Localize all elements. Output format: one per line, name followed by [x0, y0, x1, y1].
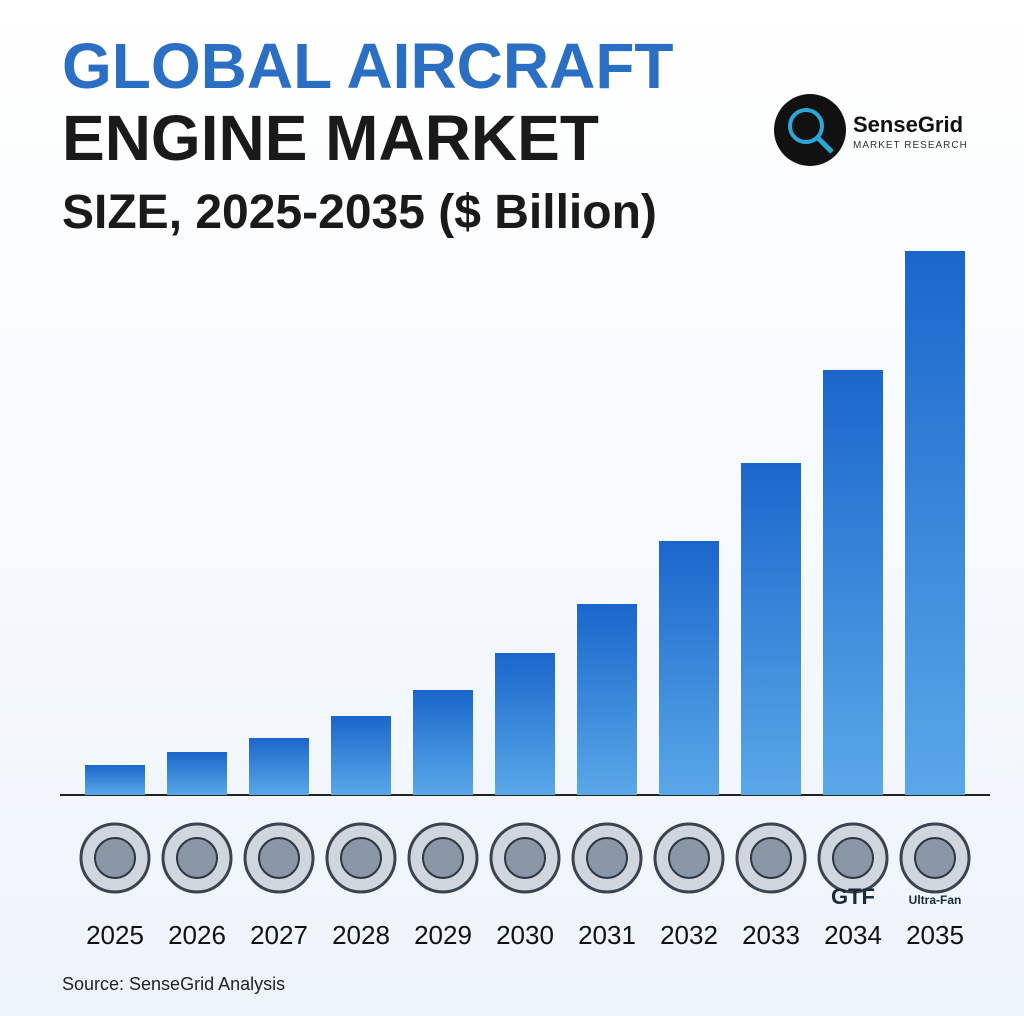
x-tick-label: 2031 [578, 920, 636, 950]
engine-fan [914, 837, 956, 879]
logo-gear [788, 108, 824, 144]
icon-label: GTF [831, 884, 875, 909]
bar [577, 604, 637, 795]
x-tick-label: 2027 [250, 920, 308, 950]
engine-fan [258, 837, 300, 879]
x-tick-label: 2030 [496, 920, 554, 950]
engine-fan [340, 837, 382, 879]
bar [249, 738, 309, 795]
engine-fan [422, 837, 464, 879]
engine-fan [668, 837, 710, 879]
x-tick-label: 2029 [414, 920, 472, 950]
source: Source: SenseGrid Analysis [62, 974, 285, 994]
bar [167, 752, 227, 795]
logo-handle [816, 136, 834, 154]
engine-fan [504, 837, 546, 879]
x-tick-label: 2025 [86, 920, 144, 950]
engine-fan [832, 837, 874, 879]
bar [659, 541, 719, 795]
bar [413, 690, 473, 795]
x-tick-label: 2035 [906, 920, 964, 950]
x-tick-label: 2032 [660, 920, 718, 950]
bar [331, 716, 391, 795]
logo-icon [774, 94, 846, 166]
logo-tagline: MARKET RESEARCH [853, 140, 968, 151]
logo-name: SenseGrid [853, 112, 963, 137]
bar [905, 251, 965, 795]
icon-label: Ultra-Fan [909, 893, 962, 907]
title-line: ENGINE MARKET [62, 102, 599, 174]
logo: SenseGrid MARKET RESEARCH [774, 94, 968, 166]
x-tick-label: 2034 [824, 920, 882, 950]
engine-fan [750, 837, 792, 879]
bar [85, 765, 145, 795]
title-line: SIZE, 2025-2035 ($ Billion) [62, 186, 657, 239]
engine-fan [586, 837, 628, 879]
bar [495, 653, 555, 795]
x-tick-label: 2033 [742, 920, 800, 950]
engine-fan [94, 837, 136, 879]
bar [823, 370, 883, 795]
bar [741, 463, 801, 795]
x-tick-label: 2028 [332, 920, 390, 950]
x-tick-label: 2026 [168, 920, 226, 950]
engine-fan [176, 837, 218, 879]
title-line: GLOBAL AIRCRAFT [62, 30, 674, 102]
